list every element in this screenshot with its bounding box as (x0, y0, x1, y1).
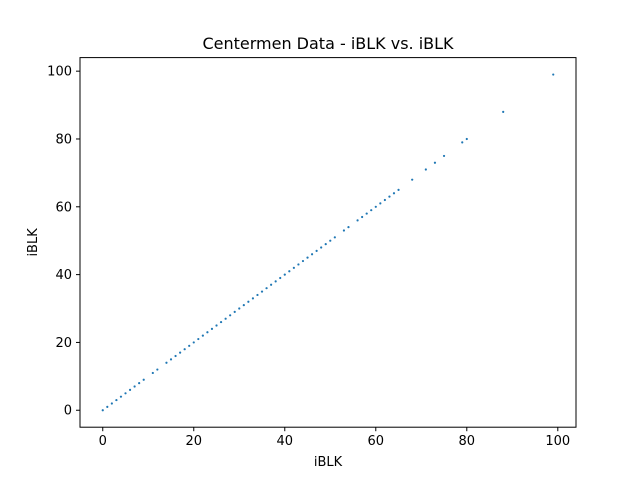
data-point (361, 215, 364, 219)
data-point (411, 178, 414, 181)
data-point (301, 259, 305, 263)
data-point (183, 348, 186, 351)
data-point (188, 344, 191, 347)
data-point (315, 249, 318, 252)
data-point (165, 361, 168, 364)
data-point (297, 263, 300, 266)
y-tick-label: 0 (64, 404, 72, 419)
chart-title: Centermen Data - iBLK vs. iBLK (202, 34, 454, 53)
data-point (215, 324, 218, 327)
data-points (101, 73, 555, 412)
data-point (329, 239, 332, 242)
data-point (388, 195, 391, 198)
data-point (356, 219, 359, 222)
data-point (424, 168, 427, 171)
data-point (197, 337, 200, 341)
x-tick-label: 0 (99, 434, 107, 449)
x-axis-label: iBLK (314, 455, 343, 470)
data-point (260, 290, 264, 293)
x-axis-ticks: 0 20 40 60 80 100 (99, 427, 570, 449)
data-point (179, 351, 182, 354)
data-point (192, 341, 195, 344)
y-tick-label: 40 (55, 268, 72, 283)
data-point (106, 405, 109, 408)
y-tick-label: 100 (47, 65, 72, 80)
data-point (242, 304, 245, 307)
data-point (502, 110, 505, 113)
data-point (379, 202, 382, 205)
data-point (110, 402, 113, 405)
data-point (101, 409, 104, 412)
data-point (370, 209, 373, 212)
data-point (210, 327, 214, 330)
data-point (156, 368, 159, 371)
data-point (206, 331, 209, 334)
data-point (292, 266, 295, 269)
data-point (324, 242, 327, 246)
data-point (461, 141, 464, 144)
y-tick-label: 80 (55, 132, 72, 147)
data-point (256, 293, 259, 297)
data-point (238, 307, 241, 310)
x-tick-label: 20 (185, 434, 202, 449)
x-tick-label: 40 (276, 434, 293, 449)
data-point (274, 280, 277, 283)
data-point (265, 287, 268, 290)
data-point (279, 276, 282, 280)
data-point (229, 314, 232, 317)
y-axis-label: iBLK (26, 228, 41, 257)
data-point (270, 283, 273, 286)
data-point (465, 137, 468, 141)
y-axis-ticks: 0 20 40 60 80 100 (47, 65, 80, 419)
x-tick-label: 60 (368, 434, 385, 449)
x-tick-label: 80 (459, 434, 476, 449)
data-point (138, 382, 141, 385)
data-point (552, 73, 555, 76)
data-point (365, 212, 368, 215)
x-tick-label: 100 (545, 434, 570, 449)
data-point (219, 320, 223, 324)
data-point (201, 334, 204, 337)
data-point (119, 395, 123, 398)
data-point (347, 226, 350, 229)
data-point (310, 253, 314, 256)
data-point (342, 229, 346, 232)
data-point (174, 354, 177, 358)
data-point (383, 198, 386, 202)
data-point (115, 398, 118, 402)
data-point (442, 154, 446, 158)
data-point (397, 188, 400, 191)
y-tick-label: 20 (55, 336, 72, 351)
data-point (288, 270, 291, 273)
data-point (374, 205, 377, 208)
y-tick-label: 60 (55, 200, 72, 215)
data-point (142, 378, 145, 381)
data-point (333, 236, 336, 239)
data-point (128, 388, 132, 392)
data-point (433, 161, 437, 164)
data-point (151, 371, 154, 375)
data-point (283, 273, 286, 276)
data-point (251, 297, 255, 300)
data-point (233, 310, 236, 314)
data-point (224, 317, 227, 320)
data-point (124, 392, 127, 395)
data-point (320, 246, 323, 249)
data-point (247, 300, 250, 303)
plot-frame (79, 57, 577, 428)
data-point (392, 192, 396, 195)
data-point (169, 358, 173, 361)
data-point (133, 385, 136, 388)
data-point (306, 256, 309, 259)
